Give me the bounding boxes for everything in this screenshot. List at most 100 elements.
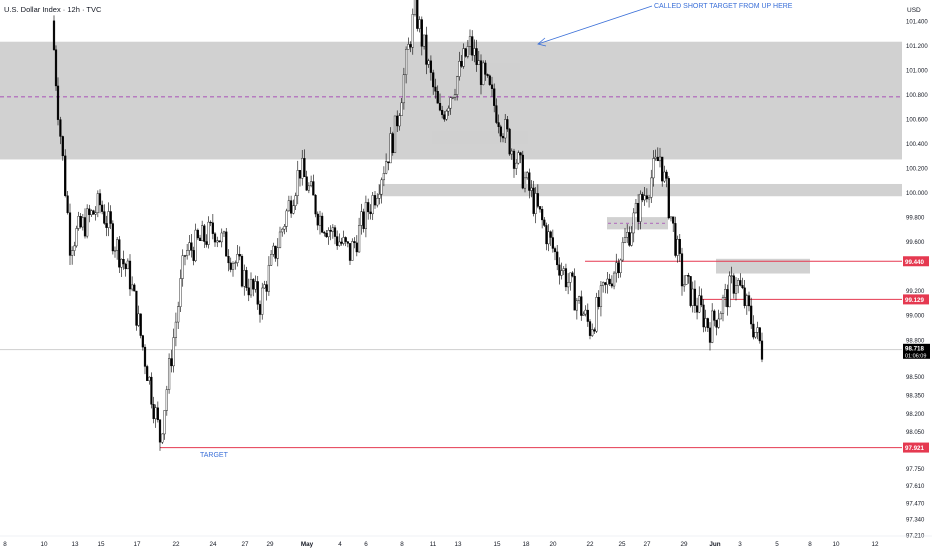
candle-body [667,178,670,219]
candle-body [510,150,513,155]
candle-body [726,289,729,308]
candle-body [536,193,539,207]
candle-body [165,389,168,411]
candle-body [687,275,690,277]
candle-body [713,310,716,321]
candle-body [597,297,600,307]
price-tick-label: 97.470 [906,501,925,507]
time-tick-label: May [301,541,314,548]
price-tick-label: 99.600 [906,240,925,246]
candle-body [263,284,266,289]
candle-body [591,329,594,336]
candle-body [451,97,454,99]
candle-body [107,211,110,228]
candle-body [261,287,264,315]
candle-body [661,156,664,182]
candle-body [443,114,446,120]
time-tick-label: 20 [549,541,557,548]
candle-body [205,241,208,245]
candle-body [81,217,84,228]
candle-body [588,321,592,336]
candle-body [167,358,171,390]
candle-body [307,185,310,191]
candle-body [434,86,437,92]
candle-body [128,260,132,290]
candle-body [267,264,270,292]
candle-body [154,407,157,419]
candle-body [678,239,681,254]
time-tick-label: 3 [738,541,742,548]
candle-body [517,152,520,164]
candle-body [475,48,478,65]
candle-body [495,105,498,123]
price-tick-label: 97.750 [906,467,925,473]
price-tick-label: 100.800 [906,93,928,99]
candle-body [174,321,178,338]
level-price-badge [903,294,929,305]
time-tick-label: 8 [808,541,812,548]
candle-body [305,176,308,191]
level-price-badge [903,256,929,267]
price-axis-panel[interactable] [902,0,932,550]
candle-body [146,366,149,381]
candle-body [276,247,279,259]
candle-body [198,237,202,241]
candle-body [508,128,511,155]
time-tick-label: 4 [338,541,342,548]
candle-body [441,109,444,115]
candle-body [348,243,352,261]
candle-body [691,288,694,306]
candle-body [380,179,383,195]
candle-body [111,223,114,252]
candle-body [135,290,138,326]
candle-body [101,204,104,212]
candle-body [83,217,87,237]
candle-body [418,19,421,29]
candle-body [551,237,554,249]
candle-body [584,309,587,315]
candle-body [689,276,692,306]
called-short-annotation: CALLED SHORT TARGET FROM UP HERE [654,3,793,10]
candle-body [532,187,535,214]
candle-body [602,282,605,286]
candle-body [436,91,439,104]
candle-body [207,221,210,245]
candle-body [90,210,93,216]
candle-body [515,162,518,169]
candle-body [194,229,197,261]
candle-body [333,227,337,237]
candle-body [73,245,76,251]
candle-body [683,284,686,287]
candle-body [369,211,372,215]
candle-body [296,170,299,196]
price-tick-label: 98.200 [906,412,925,418]
candle-body [385,161,388,174]
candle-body [183,255,187,257]
supply-demand-zone [716,258,810,274]
candle-body [234,262,237,264]
axis-unit: USD [907,7,921,14]
candle-body [619,259,622,274]
candle-body [416,0,419,29]
candle-body [547,231,550,245]
candle-body [355,242,358,253]
candle-body [222,231,226,234]
candle-body [391,133,394,154]
supply-demand-zone [378,183,902,197]
candle-body [254,281,257,290]
candle-body [298,170,302,179]
candle-body [501,135,505,139]
time-tick-label: 13 [71,541,79,548]
candles-layer [52,0,764,451]
time-tick-label: 10 [40,541,48,548]
candle-body [283,226,286,230]
candle-body [641,193,644,201]
candle-body [152,404,155,419]
level-price-label: 99.129 [905,297,924,304]
candle-body [161,433,164,443]
time-tick-label: 29 [266,541,274,548]
candle-body [484,62,487,75]
